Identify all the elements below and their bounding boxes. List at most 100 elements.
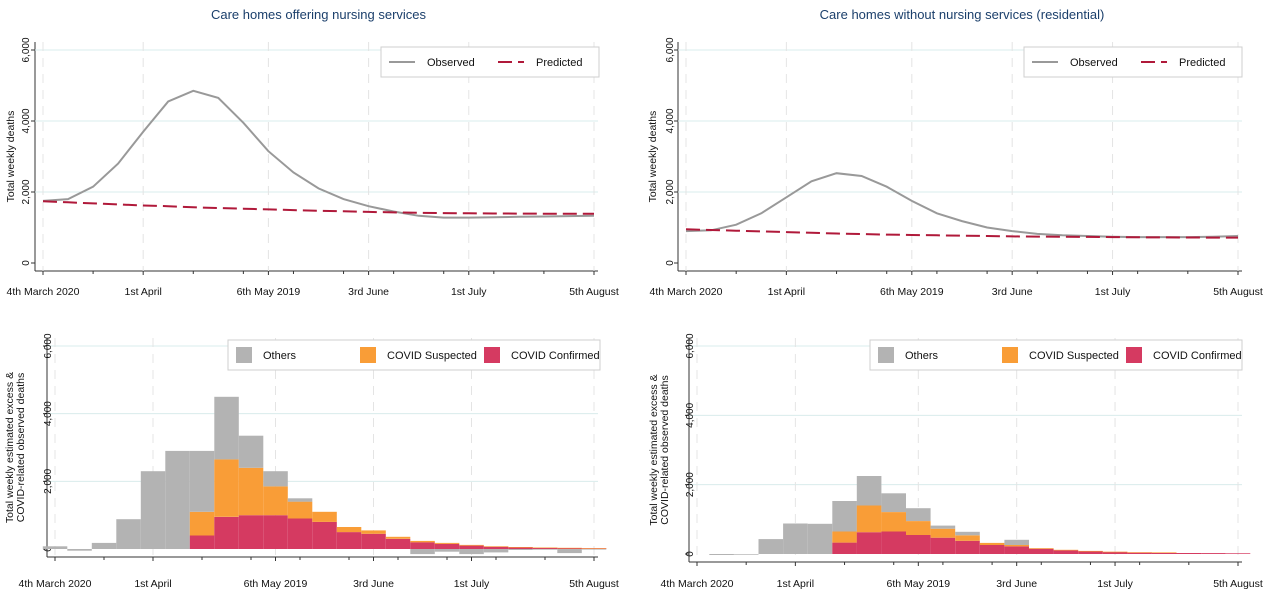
bar-covid-suspected xyxy=(532,547,558,549)
bar-others xyxy=(434,549,460,552)
bar-others xyxy=(856,476,882,506)
x-tick-label: 1st April xyxy=(777,578,814,590)
bar-others xyxy=(1004,539,1029,545)
bar-covid-suspected xyxy=(1102,551,1128,553)
series-line-predicted xyxy=(42,200,594,215)
bar-covid-suspected xyxy=(856,505,882,533)
y-tick-label: 0 xyxy=(665,260,676,266)
bar-covid-suspected xyxy=(1151,552,1177,553)
bar-covid-confirmed xyxy=(189,535,215,549)
x-tick-label: 3rd June xyxy=(996,578,1037,590)
bar-others xyxy=(906,508,931,521)
bar-others xyxy=(42,546,68,549)
bar-covid-confirmed xyxy=(906,534,931,554)
bar-covid-confirmed xyxy=(459,545,484,549)
x-tick-label: 1st July xyxy=(454,578,490,590)
bar-covid-confirmed xyxy=(930,537,956,554)
bar-others xyxy=(955,531,980,536)
bar-others xyxy=(238,435,264,468)
x-tick-label: 3rd June xyxy=(348,286,389,298)
x-tick-label: 3rd June xyxy=(353,578,394,590)
bar-others xyxy=(140,471,166,549)
bar-others xyxy=(483,549,509,553)
bar-others xyxy=(67,549,92,551)
bar-covid-suspected xyxy=(336,527,362,533)
bar-covid-suspected xyxy=(214,459,239,517)
bar-covid-suspected xyxy=(881,512,906,532)
y-axis-label: Total weekly deaths xyxy=(5,111,17,203)
legend-swatch xyxy=(878,347,894,363)
bar-others xyxy=(832,501,857,532)
bar-others xyxy=(214,396,239,460)
bar-covid-confirmed xyxy=(1201,553,1226,554)
legend-swatch xyxy=(1002,347,1018,363)
y-axis-label-line: Total weekly estimated excess & xyxy=(4,372,16,523)
bar-covid-suspected xyxy=(287,501,313,519)
series-line-observed xyxy=(685,172,1239,239)
legend-label: COVID Suspected xyxy=(1029,350,1119,362)
bar-covid-confirmed xyxy=(1053,550,1079,554)
x-tick-label: 4th March 2020 xyxy=(7,286,80,298)
bar-covid-suspected xyxy=(930,528,956,538)
bar-covid-suspected xyxy=(483,546,509,547)
legend-swatch xyxy=(484,347,500,363)
bar-others xyxy=(807,523,833,554)
bar-covid-suspected xyxy=(189,511,215,536)
legend-box xyxy=(227,339,601,371)
bar-others xyxy=(930,525,956,529)
x-tick-label: 6th May 2019 xyxy=(244,578,308,590)
bar-covid-confirmed xyxy=(1078,551,1103,554)
bar-others xyxy=(581,549,607,550)
bar-covid-confirmed xyxy=(385,538,411,549)
bar-others xyxy=(410,549,435,555)
legend-swatch xyxy=(360,347,376,363)
y-tick-label: 2,000 xyxy=(43,468,54,493)
y-axis-label-line: COVID-related observed deaths xyxy=(659,375,671,524)
bar-covid-suspected xyxy=(955,535,980,541)
y-axis-label: Total weekly deaths xyxy=(647,111,659,203)
bar-covid-suspected xyxy=(263,486,288,516)
series-line-predicted xyxy=(685,228,1238,239)
bar-others xyxy=(532,549,558,550)
bar-covid-confirmed xyxy=(1151,552,1177,554)
x-tick-label: 5th August xyxy=(569,578,619,590)
y-tick-label: 0 xyxy=(685,551,696,557)
bar-covid-suspected xyxy=(1053,549,1079,551)
y-tick-label: 2,000 xyxy=(665,179,676,204)
x-tick-label: 6th May 2019 xyxy=(886,578,950,590)
bar-covid-suspected xyxy=(361,530,386,534)
chart-title: Care homes offering nursing services xyxy=(211,7,427,22)
bar-others xyxy=(459,549,484,555)
y-axis-label-line: Total weekly estimated excess & xyxy=(648,374,660,525)
chart-panel-1: 0 2,000 4,000 6,000 4th March 2020 1st April 6… xyxy=(5,7,619,298)
bar-covid-suspected xyxy=(410,540,435,543)
y-tick-label: 4,000 xyxy=(665,108,676,133)
bar-others xyxy=(116,519,141,549)
bar-covid-confirmed xyxy=(832,542,857,554)
bar-covid-suspected xyxy=(508,547,533,548)
bar-covid-suspected xyxy=(979,542,1005,545)
x-tick-label: 5th August xyxy=(569,286,619,298)
y-axis-label: Total weekly estimated excess &COVID-rel… xyxy=(648,374,671,525)
bar-covid-suspected xyxy=(434,542,460,544)
bar-others xyxy=(263,471,288,487)
y-tick-label: 2,000 xyxy=(21,179,32,204)
bar-covid-confirmed xyxy=(410,542,435,549)
chart-title: Care homes without nursing services (res… xyxy=(820,7,1105,22)
legend-swatch xyxy=(1126,347,1142,363)
x-tick-label: 1st April xyxy=(125,286,162,298)
legend-label: Observed xyxy=(427,57,475,69)
x-tick-label: 1st July xyxy=(1097,578,1133,590)
bar-covid-suspected xyxy=(906,521,931,535)
legend: Others COVID Suspected COVID Confirmed xyxy=(227,339,601,371)
chart-panel-2: 0 2,000 4,000 6,000 4th March 2020 1st April 6… xyxy=(647,7,1263,298)
bar-covid-suspected xyxy=(459,544,484,546)
bar-others xyxy=(287,498,313,502)
bar-covid-suspected xyxy=(581,548,607,549)
bar-covid-confirmed xyxy=(1176,553,1202,554)
bar-others xyxy=(557,549,582,554)
bar-covid-confirmed xyxy=(856,532,882,554)
legend-swatch xyxy=(236,347,252,363)
bar-others xyxy=(91,542,117,549)
